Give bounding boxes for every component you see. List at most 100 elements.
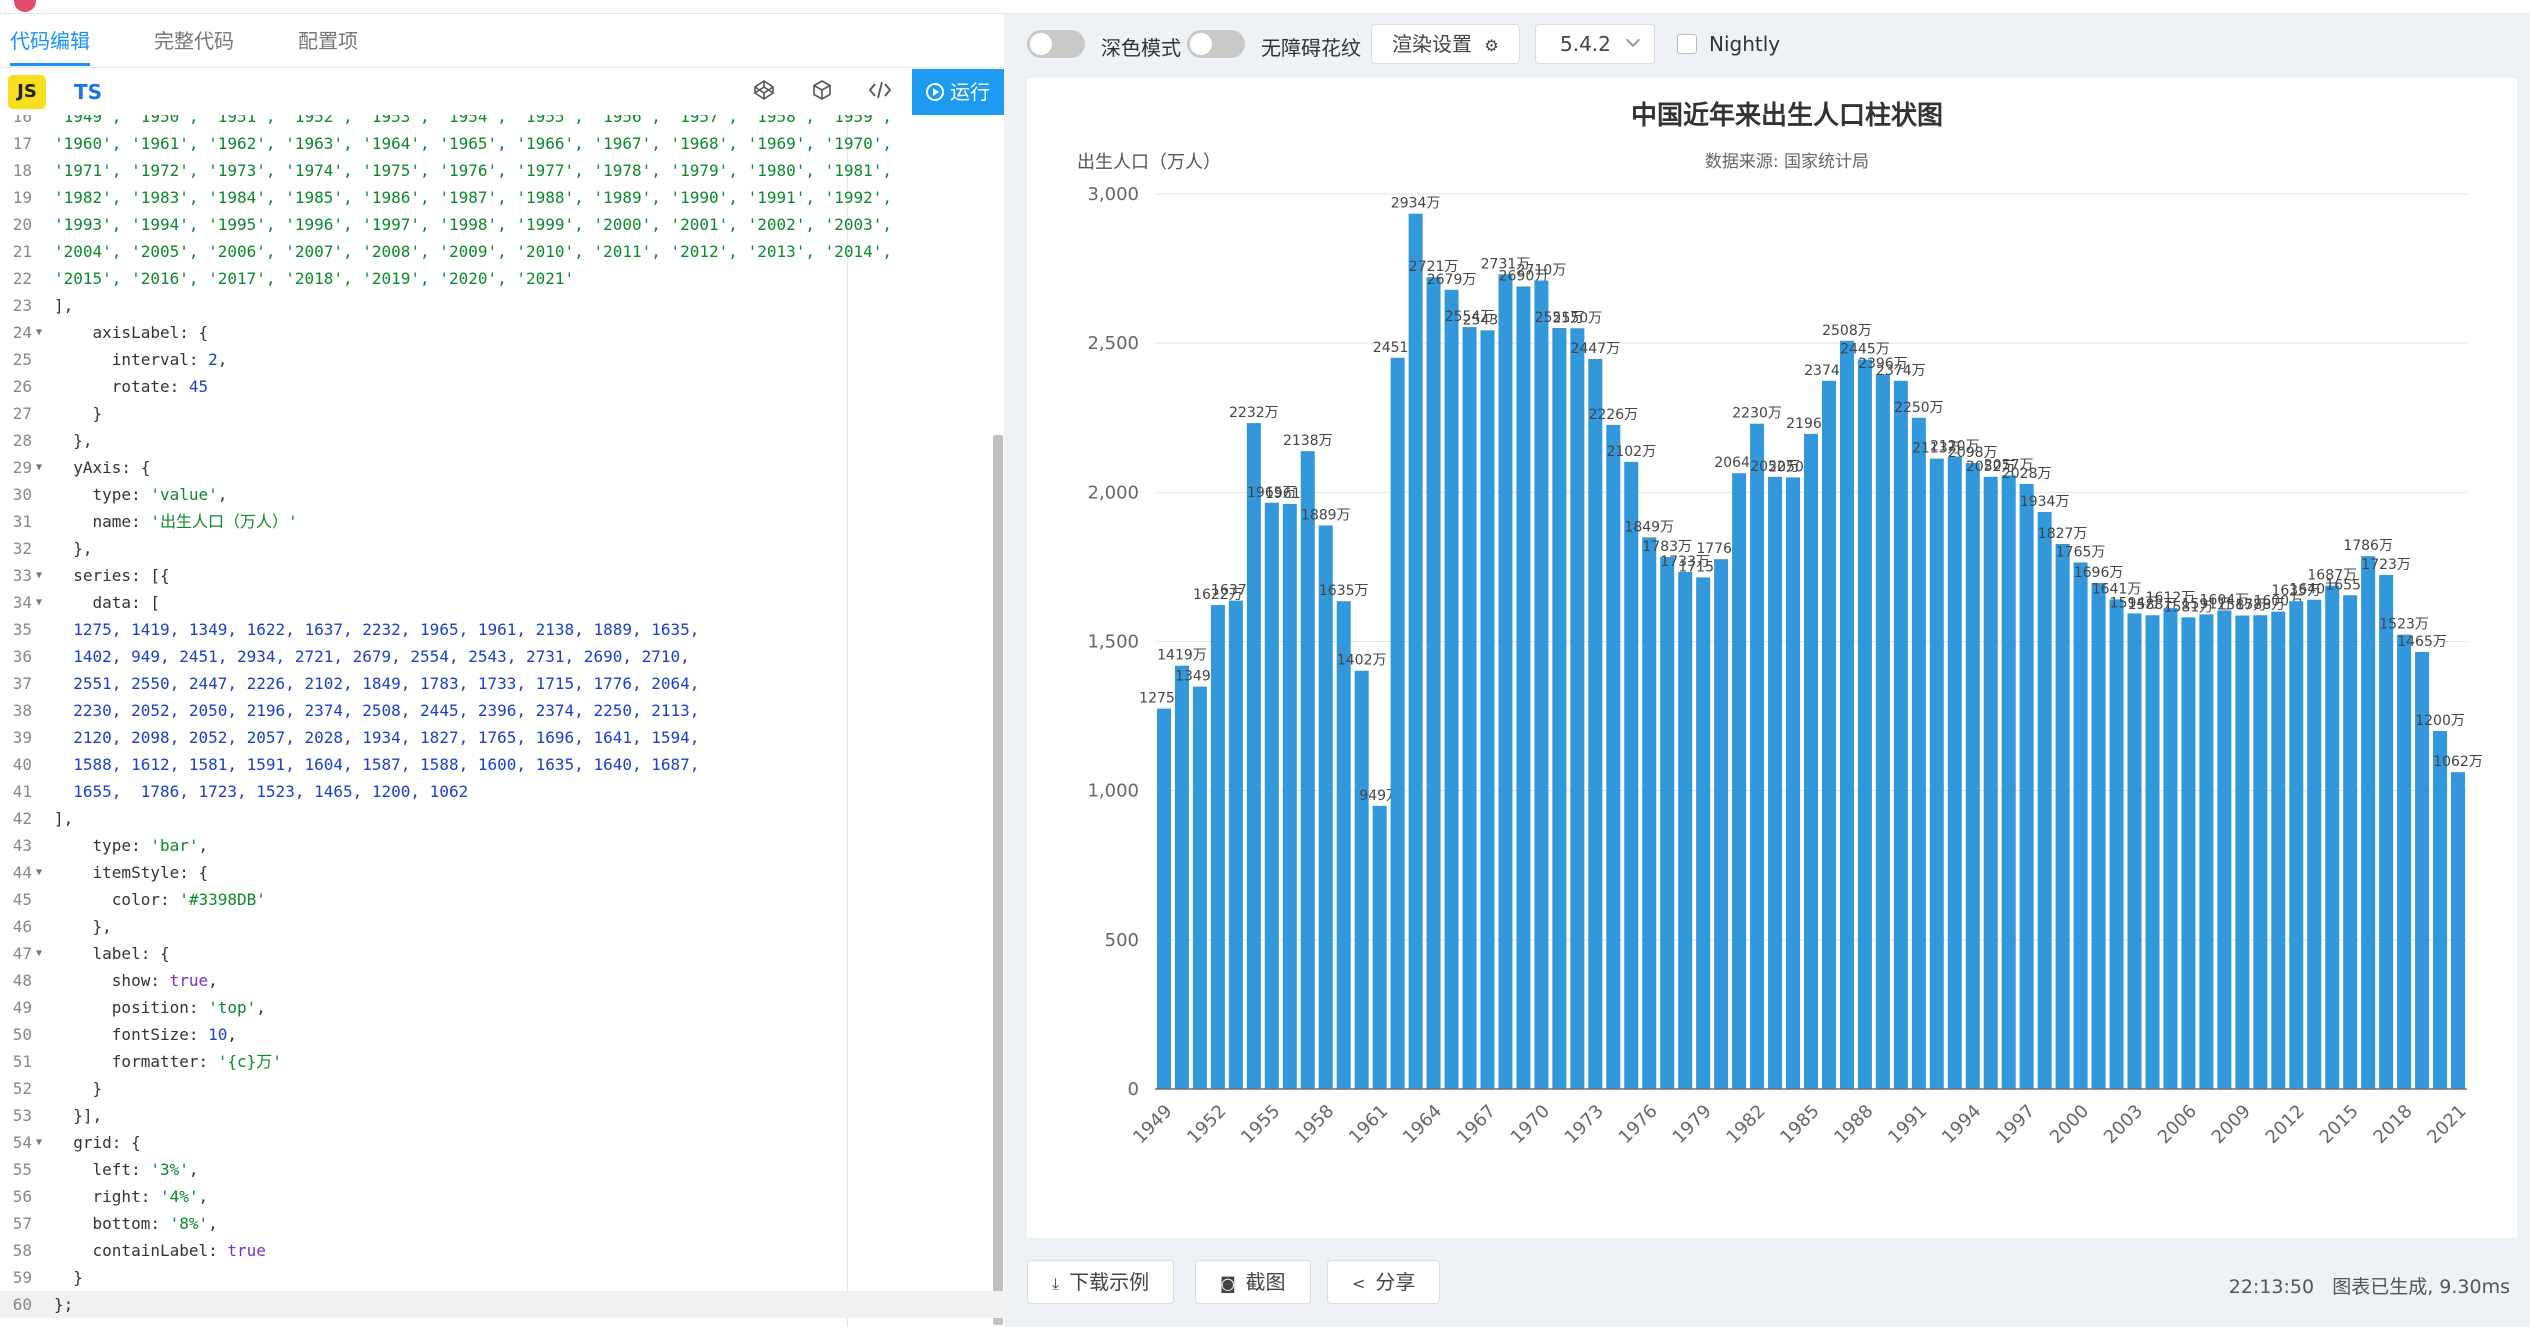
code-line[interactable]: 17 '1960', '1961', '1962', '1963', '1964'… [0, 130, 1004, 157]
code-line[interactable]: 46 }, [0, 913, 1004, 940]
code-line[interactable]: 24 ▼ axisLabel: { [0, 319, 1004, 346]
lang-js-toggle[interactable]: JS [8, 75, 46, 109]
code-line[interactable]: 36 1402, 949, 2451, 2934, 2721, 2679, 25… [0, 643, 1004, 670]
code-line[interactable]: 19 '1982', '1983', '1984', '1985', '1986'… [0, 184, 1004, 211]
render-settings-button[interactable]: 渲染设置 ⚙ [1371, 24, 1520, 64]
x-tick-label: 1991 [1884, 1101, 1931, 1148]
download-example-button[interactable]: ⤓ 下载示例 [1027, 1260, 1175, 1304]
code-line[interactable]: 45 color: '#3398DB' [0, 886, 1004, 913]
code-line[interactable]: 18 '1971', '1972', '1973', '1974', '1975'… [0, 157, 1004, 184]
fold-arrow-icon[interactable]: ▼ [36, 867, 43, 878]
code-line[interactable]: 29 ▼ yAxis: { [0, 454, 1004, 481]
code-line[interactable]: 21 '2004', '2005', '2006', '2007', '2008'… [0, 238, 1004, 265]
code-line[interactable]: 40 1588, 1612, 1581, 1591, 1604, 1587, 1… [0, 751, 1004, 778]
line-number: 20 [12, 215, 32, 234]
share-button[interactable]: < 分享 [1327, 1260, 1441, 1304]
code-line[interactable]: 38 2230, 2052, 2050, 2196, 2374, 2508, 2… [0, 697, 1004, 724]
data-label: 2554万 [1445, 309, 1495, 325]
code-line[interactable]: 31 name: '出生人口（万人）' [0, 508, 1004, 535]
dark-mode-label: 深色模式 [1101, 36, 1181, 60]
code-line[interactable]: 28 }, [0, 427, 1004, 454]
code-line[interactable]: 53 }], [0, 1102, 1004, 1129]
code-line[interactable]: 16 '1949', '1950', '1951', '1952', '1953'… [0, 115, 1004, 130]
code-line[interactable]: 39 2120, 2098, 2052, 2057, 2028, 1934, 1… [0, 724, 1004, 751]
bar [2019, 483, 2034, 1090]
code-line[interactable]: 37 2551, 2550, 2447, 2226, 2102, 1849, 1… [0, 670, 1004, 697]
data-label: 1635万 [2271, 583, 2321, 599]
code-text: }, [54, 431, 93, 450]
data-label: 1733万 [1660, 554, 1710, 570]
code-line[interactable]: 54 ▼ grid: { [0, 1129, 1004, 1156]
run-button[interactable]: 运行 [912, 69, 1004, 115]
fold-arrow-icon[interactable]: ▼ [36, 327, 43, 338]
fold-arrow-icon[interactable]: ▼ [36, 597, 43, 608]
code-line[interactable]: 23], [0, 292, 1004, 319]
fold-arrow-icon[interactable]: ▼ [36, 570, 43, 581]
code-line[interactable]: 50 fontSize: 10, [0, 1021, 1004, 1048]
preview-pane: 深色模式 无障碍花纹 渲染设置 ⚙ 5.4.2 Nightly 中国近年来出生人… [1005, 14, 2530, 1327]
code-line[interactable]: 22 '2015', '2016', '2017', '2018', '2019'… [0, 265, 1004, 292]
code-line[interactable]: 35 1275, 1419, 1349, 1622, 1637, 2232, 1… [0, 616, 1004, 643]
code-line[interactable]: 26 rotate: 45 [0, 373, 1004, 400]
line-number: 31 [12, 512, 32, 531]
code-line[interactable]: 58 containLabel: true [0, 1237, 1004, 1264]
tab-full-code[interactable]: 完整代码 [154, 29, 234, 53]
code-line[interactable]: 42], [0, 805, 1004, 832]
data-label: 2232万 [1229, 405, 1279, 421]
dark-mode-switch[interactable] [1027, 30, 1085, 58]
code-line[interactable]: 41 1655, 1786, 1723, 1523, 1465, 1200, 1… [0, 778, 1004, 805]
bar [2217, 610, 2232, 1089]
data-label: 1965万 [1247, 485, 1297, 501]
version-select[interactable]: 5.4.2 [1535, 24, 1655, 64]
nightly-checkbox[interactable] [1677, 34, 1697, 54]
code-line[interactable]: 48 show: true, [0, 967, 1004, 994]
x-tick-label: 1994 [1938, 1101, 1985, 1148]
data-label: 1696万 [2074, 565, 2124, 581]
editor-scrollbar[interactable] [993, 435, 1003, 1325]
a11y-pattern-switch[interactable] [1187, 30, 1245, 58]
line-number: 32 [12, 539, 32, 558]
code-line[interactable]: 60}; [0, 1291, 1004, 1318]
bar [2145, 615, 2160, 1089]
codesandbox-icon[interactable] [808, 79, 836, 107]
data-label: 1687万 [2307, 568, 2357, 584]
screenshot-button[interactable]: ◙ 截图 [1195, 1260, 1311, 1304]
codepen-icon[interactable] [750, 79, 778, 107]
code-line[interactable]: 20 '1993', '1994', '1995', '1996', '1997'… [0, 211, 1004, 238]
code-line[interactable]: 27 } [0, 400, 1004, 427]
code-line[interactable]: 25 interval: 2, [0, 346, 1004, 373]
tab-options[interactable]: 配置项 [298, 29, 358, 53]
code-line[interactable]: 34 ▼ data: [ [0, 589, 1004, 616]
code-line[interactable]: 55 left: '3%', [0, 1156, 1004, 1183]
editor-toolbar: JS TS 运行 [0, 69, 1004, 115]
data-label: 1622万 [1193, 587, 1243, 603]
code-text: left: '3%', [54, 1160, 199, 1179]
editor-pane: 代码编辑 完整代码 配置项 JS TS 运行 16 '1949', '1950',… [0, 14, 1004, 1327]
lang-ts-toggle[interactable]: TS [74, 80, 103, 104]
fold-arrow-icon[interactable]: ▼ [36, 948, 43, 959]
line-number: 24 [12, 323, 32, 342]
x-tick-label: 1988 [1830, 1101, 1877, 1148]
code-line[interactable]: 51 formatter: '{c}万' [0, 1048, 1004, 1075]
code-line[interactable]: 33 ▼ series: [{ [0, 562, 1004, 589]
code-line[interactable]: 59 } [0, 1264, 1004, 1291]
render-settings-label: 渲染设置 [1392, 32, 1472, 56]
code-editor[interactable]: 16 '1949', '1950', '1951', '1952', '1953'… [0, 115, 1004, 1327]
bar [1282, 503, 1297, 1089]
line-number: 35 [12, 620, 32, 639]
code-line[interactable]: 57 bottom: '8%', [0, 1210, 1004, 1237]
code-line[interactable]: 56 right: '4%', [0, 1183, 1004, 1210]
code-line[interactable]: 32 }, [0, 535, 1004, 562]
code-line[interactable]: 47 ▼ label: { [0, 940, 1004, 967]
code-line[interactable]: 49 position: 'top', [0, 994, 1004, 1021]
code-line[interactable]: 43 type: 'bar', [0, 832, 1004, 859]
fold-arrow-icon[interactable]: ▼ [36, 1137, 43, 1148]
fold-arrow-icon[interactable]: ▼ [36, 462, 43, 473]
tab-code-edit[interactable]: 代码编辑 [10, 26, 90, 66]
code-line[interactable]: 44 ▼ itemStyle: { [0, 859, 1004, 886]
code-format-icon[interactable] [866, 79, 894, 107]
a11y-pattern-label: 无障碍花纹 [1261, 36, 1361, 60]
code-line[interactable]: 30 type: 'value', [0, 481, 1004, 508]
x-tick-label: 1970 [1507, 1101, 1554, 1148]
code-line[interactable]: 52 } [0, 1075, 1004, 1102]
